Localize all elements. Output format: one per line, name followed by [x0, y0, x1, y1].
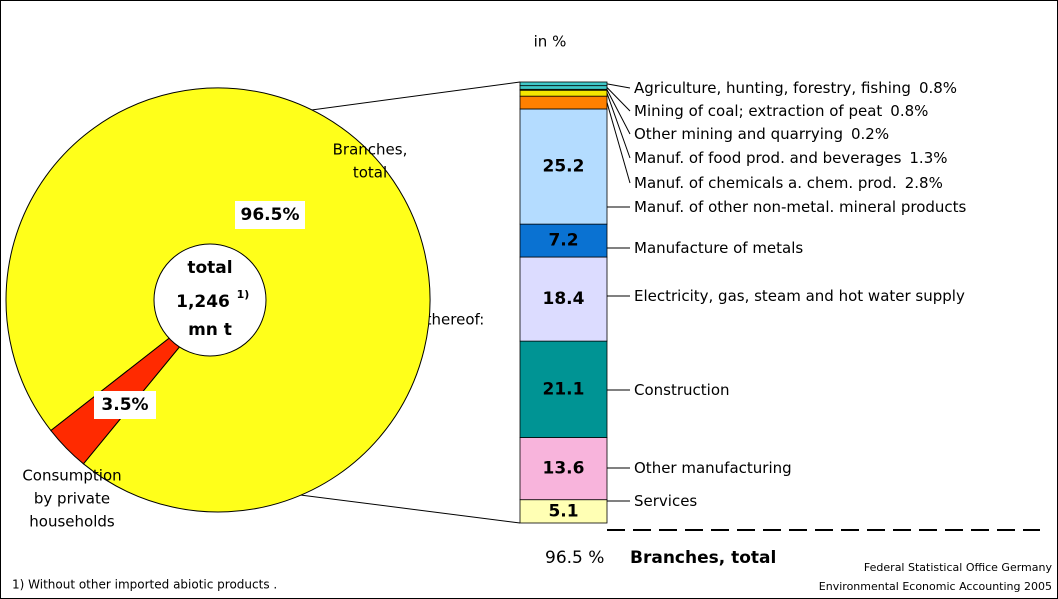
legend-label: Manufacture of metals: [634, 239, 803, 257]
category-label: Branches,: [333, 141, 408, 159]
pie-hole: [153, 243, 267, 357]
leader: [606, 87, 631, 112]
bar-segment: [519, 340, 608, 438]
leader: [606, 83, 631, 89]
legend-value: 0.2%: [851, 125, 889, 143]
legend-label: Construction: [634, 381, 730, 399]
legend-value: 1.3%: [909, 149, 947, 167]
bar-segment: [519, 85, 608, 90]
source: Federal Statistical Office Germany: [864, 561, 1053, 574]
legend-value: 2.8%: [905, 174, 943, 192]
legend-name: Manuf. of other non-metal. mineral produ…: [634, 198, 967, 216]
value-label: 5.1: [548, 501, 578, 521]
legend-label: Agriculture, hunting, forestry, fishing 0…: [634, 79, 957, 97]
legend-name: Services: [634, 492, 697, 510]
legend-name: Electricity, gas, steam and hot water su…: [634, 287, 965, 305]
center-text: 1): [237, 288, 250, 301]
category-label: Consumption: [22, 467, 121, 485]
legend-label: Other manufacturing: [634, 459, 792, 477]
legend-name: Mining of coal; extraction of peat: [634, 102, 882, 120]
category-label: households: [29, 513, 115, 531]
bar-title: in %: [534, 33, 567, 51]
value-label: 3.5%: [101, 395, 148, 415]
legend-label: Other mining and quarrying 0.2%: [634, 125, 889, 143]
legend-name: Other manufacturing: [634, 459, 792, 477]
legend-name: Construction: [634, 381, 730, 399]
legend-name: Other mining and quarrying: [634, 125, 843, 143]
legend-value: 0.8%: [890, 102, 928, 120]
value-label: 21.1: [543, 379, 585, 399]
leader: [606, 102, 631, 184]
legend-label: Mining of coal; extraction of peat 0.8%: [634, 102, 928, 120]
category-label: by private: [34, 490, 110, 508]
bar-segment: [519, 256, 608, 342]
annotation: thereof:: [426, 311, 485, 329]
value-label: 13.6: [543, 459, 585, 479]
legend-name: Manuf. of chemicals a. chem. prod.: [634, 174, 897, 192]
legend-value: 0.8%: [919, 79, 957, 97]
value-label: 25.2: [543, 157, 585, 177]
center-text: 1,246: [176, 292, 230, 312]
bar-segment: [519, 223, 608, 258]
leader: [606, 89, 631, 135]
center-text: mn t: [188, 320, 232, 340]
bar-segment: [519, 95, 608, 110]
legend-name: Manuf. of food prod. and beverages: [634, 149, 902, 167]
bar-segment: [519, 108, 608, 225]
source: Environmental Economic Accounting 2005: [819, 580, 1052, 593]
legend-name: Manufacture of metals: [634, 239, 803, 257]
value-label: 18.4: [543, 289, 585, 309]
legend-label: Services: [634, 492, 697, 510]
center-text: total: [187, 258, 232, 278]
bar-segment: [519, 81, 608, 87]
leader: [606, 93, 631, 159]
value-label: 7.2: [548, 231, 578, 251]
bar-segment: [519, 89, 608, 97]
legend-label: Manuf. of food prod. and beverages 1.3%: [634, 149, 948, 167]
category-label: total: [353, 164, 387, 182]
bar-segment: [519, 437, 608, 501]
legend-label: Manuf. of other non-metal. mineral produ…: [634, 198, 967, 216]
label-box: [235, 201, 305, 229]
label-box: [94, 391, 156, 419]
total-name: Branches, total: [630, 548, 776, 568]
value-label: 96.5%: [241, 205, 300, 225]
legend-label: Manuf. of chemicals a. chem. prod. 2.8%: [634, 174, 943, 192]
legend-name: Agriculture, hunting, forestry, fishing: [634, 79, 911, 97]
legend-label: Electricity, gas, steam and hot water su…: [634, 287, 965, 305]
total-label: 96.5 %: [545, 548, 604, 568]
footnote: 1) Without other imported abiotic produc…: [12, 578, 277, 592]
